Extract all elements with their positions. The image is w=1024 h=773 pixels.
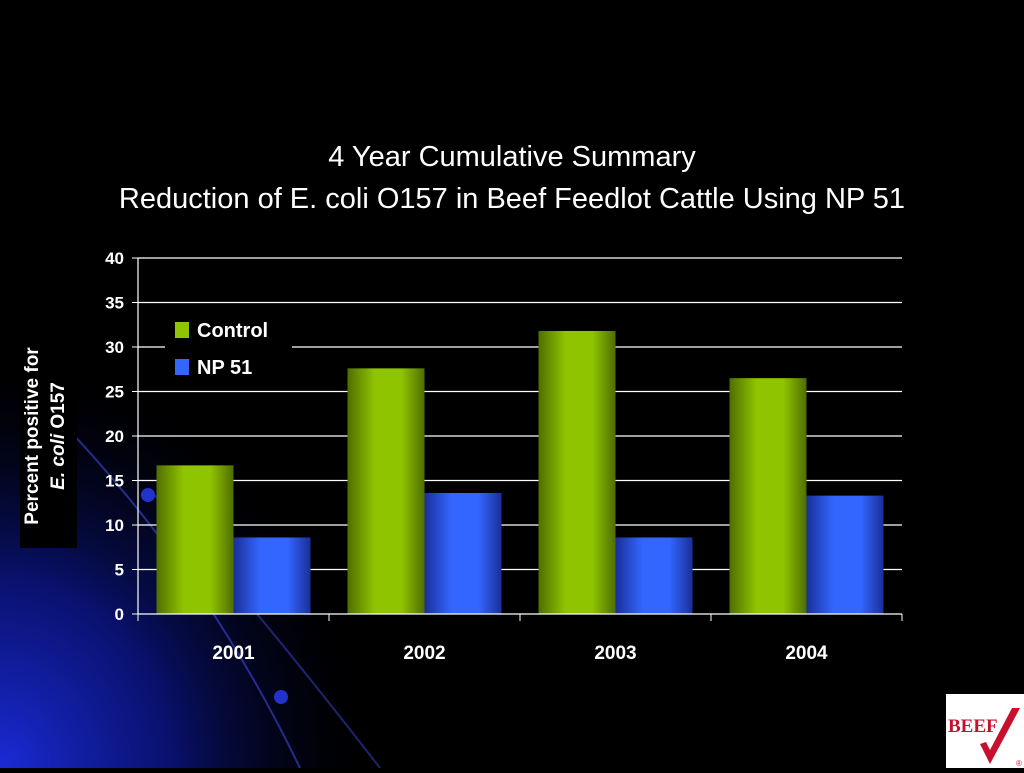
bars (156, 330, 884, 614)
y-axis-label-italic: E. coli (48, 433, 69, 490)
x-tick-label: 2004 (785, 643, 828, 664)
y-axis-label-background (20, 320, 77, 548)
legend-swatch (175, 322, 189, 338)
checkmark-icon (980, 708, 1020, 764)
bar-control-2004 (729, 378, 807, 614)
axes (132, 257, 903, 621)
bar-np-51-2002 (424, 492, 502, 614)
y-tick-label: 0 (115, 605, 124, 624)
y-tick-label: 20 (105, 427, 124, 446)
tick-labels: 0 5 10 15 20 25 30 35 40 2001 2002 2003 2004 (105, 249, 828, 664)
x-tick-label: 2001 (212, 643, 255, 664)
y-tick-label: 5 (115, 561, 124, 580)
beef-checkmark-logo-icon: BEEF ® (948, 708, 1022, 768)
legend-label: Control (197, 320, 268, 342)
bar-np-51-2004 (806, 495, 884, 614)
decorative-dot (141, 488, 155, 502)
x-tick-label: 2003 (594, 643, 636, 664)
logo-text: BEEF (948, 716, 998, 737)
bar-control-2003 (538, 330, 616, 614)
bar-np-51-2001 (233, 537, 311, 614)
slide-title: 4 Year Cumulative Summary Reduction of E… (0, 136, 1024, 220)
chart-title: 4 Year Cumulative Summary (328, 141, 696, 173)
y-tick-label: 40 (105, 249, 124, 268)
y-axis-label-line1: Percent positive for (22, 347, 43, 525)
y-tick-label: 35 (105, 294, 124, 313)
y-tick-label: 25 (105, 383, 124, 402)
y-tick-label: 30 (105, 338, 124, 357)
y-tick-label: 10 (105, 516, 124, 535)
registered-mark: ® (1016, 759, 1022, 768)
y-axis-label-rest: O157 (48, 382, 69, 434)
y-axis-label-line2: E. coli O157 (48, 382, 69, 490)
legend-swatch (175, 359, 189, 375)
legend-label: NP 51 (197, 357, 252, 379)
decorative-dot (274, 690, 288, 704)
bar-control-2002 (347, 368, 425, 614)
chart-subtitle: Reduction of E. coli O157 in Beef Feedlo… (118, 183, 906, 215)
legend: Control NP 51 (165, 312, 292, 384)
y-tick-label: 15 (105, 472, 124, 491)
x-tick-label: 2002 (403, 643, 445, 664)
beef-logo: BEEF ® (946, 694, 1024, 768)
bar-control-2001 (156, 465, 234, 614)
bar-np-51-2003 (615, 537, 693, 614)
